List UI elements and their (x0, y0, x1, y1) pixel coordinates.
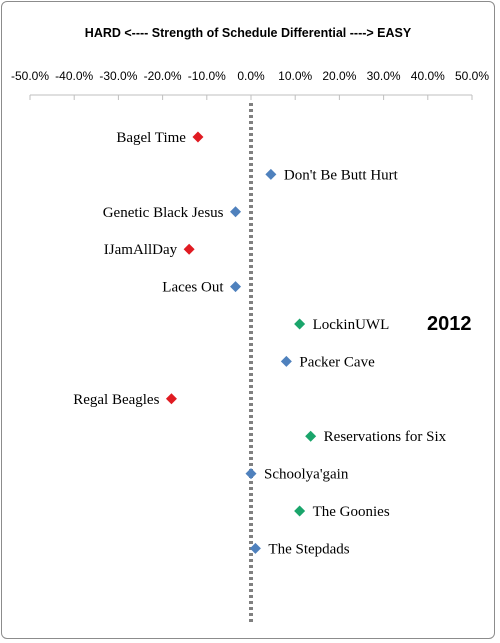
x-tick-label: -40.0% (55, 69, 93, 83)
x-tick-label: 0.0% (237, 69, 265, 83)
x-tick-label: 10.0% (278, 69, 312, 83)
data-point-marker (245, 468, 257, 480)
data-point-label: Packer Cave (299, 354, 375, 370)
data-point-marker (265, 168, 277, 180)
x-tick-label: 50.0% (455, 69, 489, 83)
data-point-label: Bagel Time (116, 130, 186, 146)
data-point-marker (294, 505, 306, 517)
x-tick-label: 30.0% (367, 69, 401, 83)
data-point-label: The Stepdads (268, 541, 349, 557)
data-point-label: Laces Out (162, 280, 224, 296)
data-point-marker (280, 355, 292, 367)
chart-title: HARD <---- Strength of Schedule Differen… (85, 26, 412, 40)
data-point-label: IJamAllDay (104, 242, 178, 258)
data-point-label: The Goonies (313, 504, 390, 520)
x-tick-label: 40.0% (411, 69, 445, 83)
data-point-label: Genetic Black Jesus (103, 205, 224, 221)
data-point-marker (249, 542, 261, 554)
data-point-label: LockinUWL (313, 317, 390, 333)
data-point-marker (165, 393, 177, 405)
data-point-marker (294, 318, 306, 330)
data-point-label: Don't Be Butt Hurt (284, 167, 399, 183)
year-annotation: 2012 (427, 313, 472, 335)
data-point-marker (305, 430, 317, 442)
x-tick-label: -20.0% (144, 69, 182, 83)
data-point-marker (183, 243, 195, 255)
data-points: Bagel Time Don't Be Butt Hurt Genetic Blac… (73, 130, 446, 557)
x-tick-label: -10.0% (188, 69, 226, 83)
x-axis-ticks: -50.0% -40.0% -30.0% -20.0% -10.0% 0.0% 10.0% 2… (11, 69, 489, 100)
data-point-label: Regal Beagles (73, 392, 159, 408)
data-point-marker (230, 281, 242, 293)
data-point-label: Reservations for Six (324, 429, 447, 445)
x-tick-label: 20.0% (322, 69, 356, 83)
x-tick-label: -50.0% (11, 69, 49, 83)
data-point-marker (192, 131, 204, 143)
data-point-label: Schoolya'gain (264, 467, 349, 483)
data-point-marker (230, 206, 242, 218)
x-tick-label: -30.0% (99, 69, 137, 83)
